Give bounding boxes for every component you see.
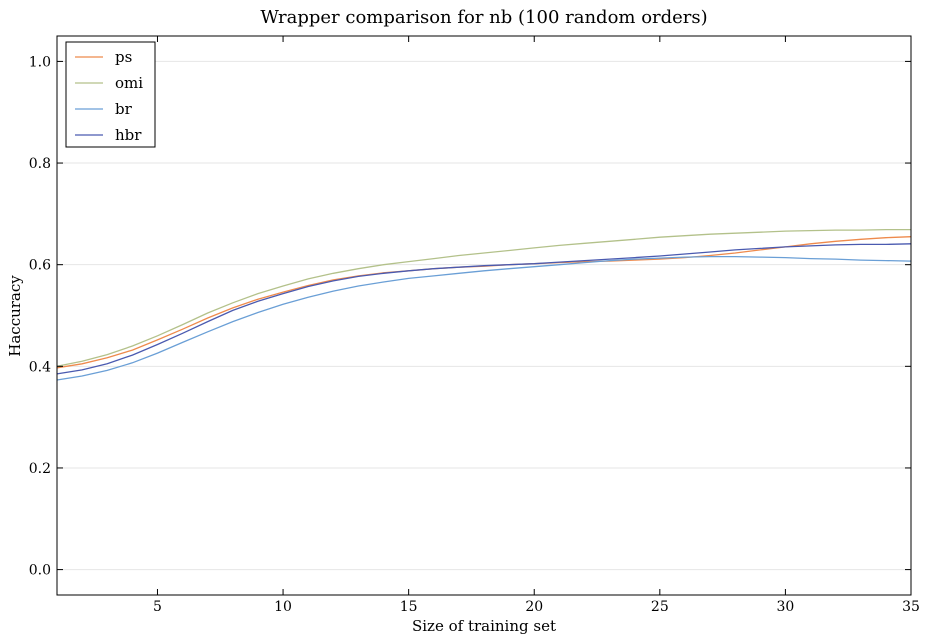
series-line-ps xyxy=(56,236,912,369)
y-tick-label: 0.4 xyxy=(29,359,51,375)
plot-frame xyxy=(56,35,912,596)
x-tick-label: 35 xyxy=(902,599,920,615)
y-tick-label: 0.2 xyxy=(29,461,51,477)
series-line-br xyxy=(56,255,912,381)
axis-ticks: 0.0 0.2 0.4 0.6 0.8 1.0 5 10 15 20 25 30 35 xyxy=(29,36,920,615)
x-tick-label: 15 xyxy=(400,599,418,615)
legend-label-br: br xyxy=(115,100,133,118)
x-axis-label: Size of training set xyxy=(412,617,556,635)
y-tick-label: 1.0 xyxy=(29,54,51,70)
series-lines xyxy=(56,228,912,381)
y-tick-label: 0.8 xyxy=(29,156,51,172)
legend-label-omi: omi xyxy=(115,74,143,92)
legend-label-ps: ps xyxy=(115,48,132,66)
legend: ps omi br hbr xyxy=(65,41,156,148)
y-tick-label: 0.0 xyxy=(29,563,51,579)
x-tick-label: 5 xyxy=(153,599,162,615)
chart-title: Wrapper comparison for nb (100 random or… xyxy=(260,7,707,28)
x-tick-label: 30 xyxy=(776,599,794,615)
y-tick-label: 0.6 xyxy=(29,258,51,274)
grid-lines xyxy=(57,60,911,571)
x-tick-label: 10 xyxy=(274,599,292,615)
x-tick-label: 20 xyxy=(525,599,543,615)
series-line-hbr xyxy=(56,243,912,375)
legend-box xyxy=(65,41,156,148)
y-axis-label: Haccuracy xyxy=(6,275,24,357)
series-line-omi xyxy=(56,228,911,367)
x-tick-label: 25 xyxy=(651,599,669,615)
legend-label-hbr: hbr xyxy=(115,126,142,144)
